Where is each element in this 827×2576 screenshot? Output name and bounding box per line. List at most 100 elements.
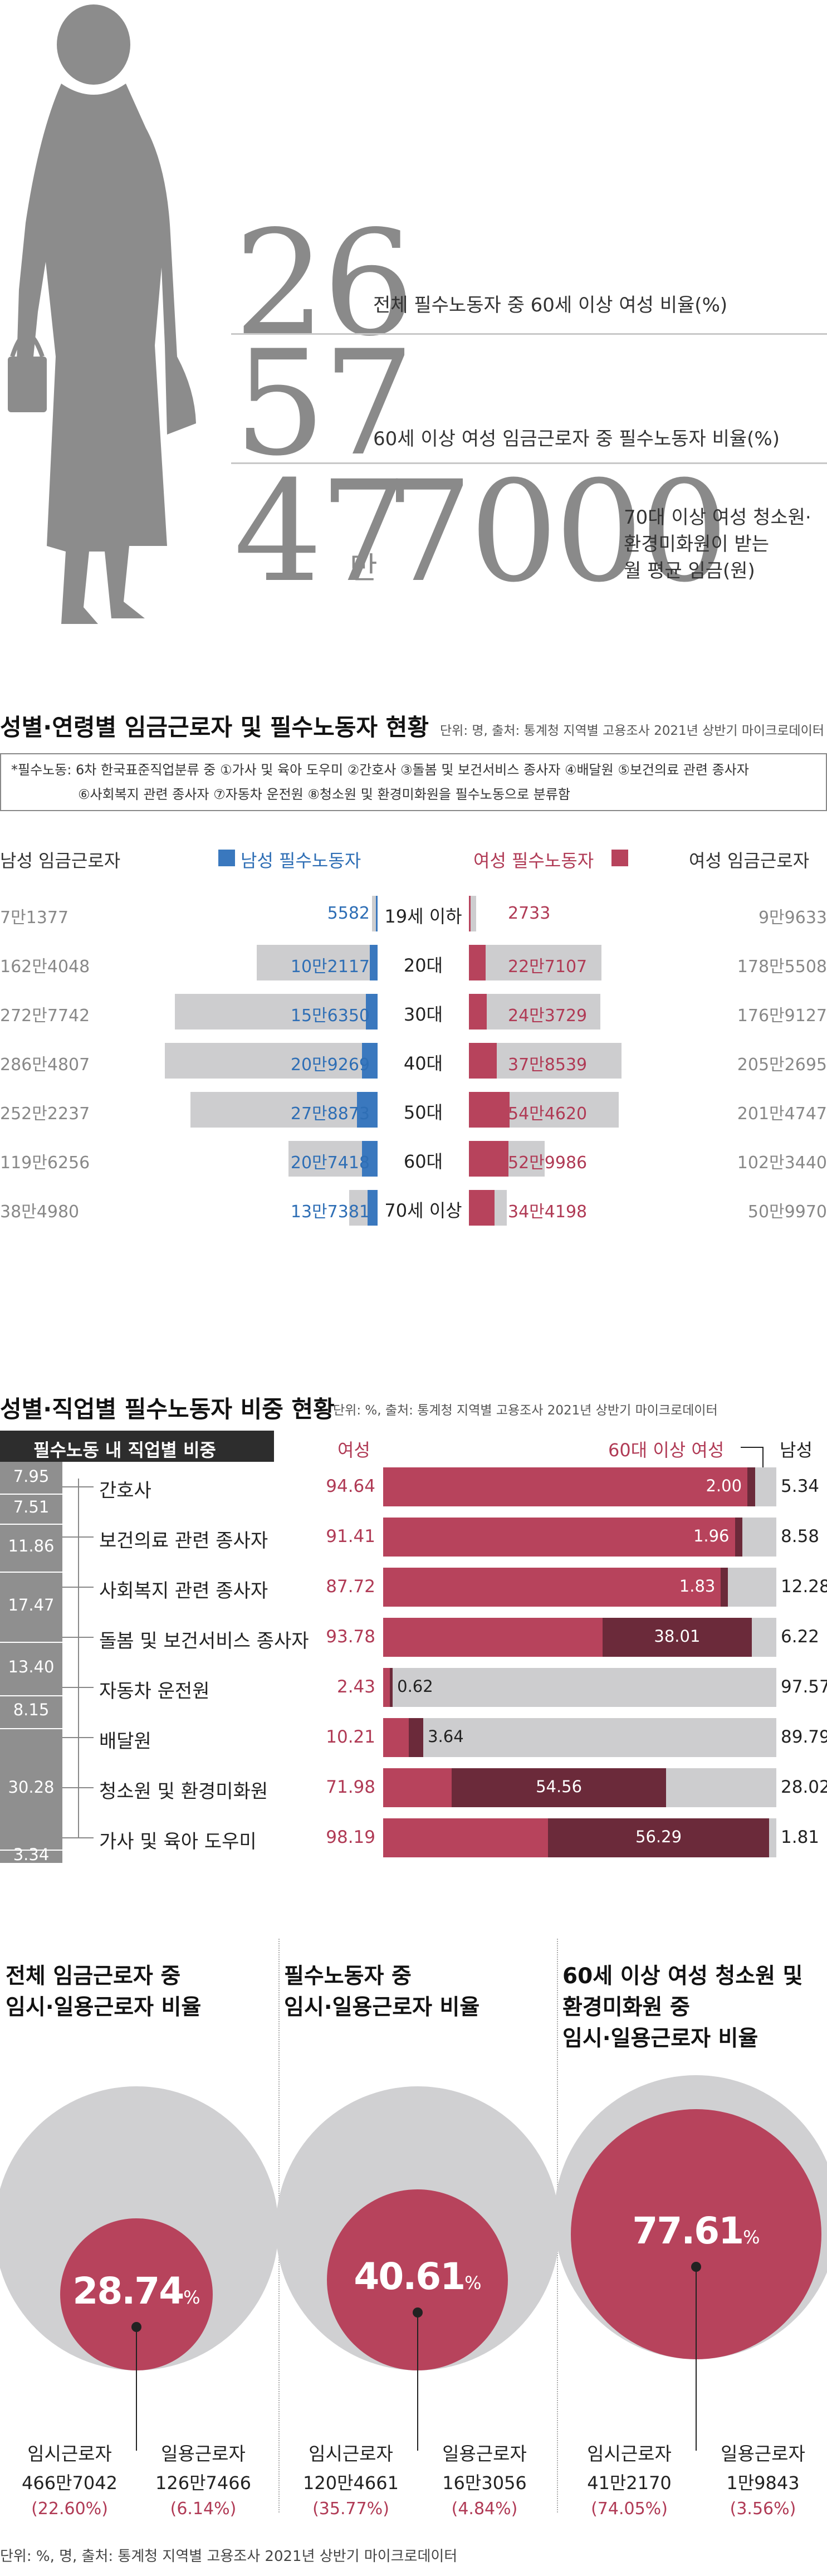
circle-percent-value: 28.74 (72, 2270, 184, 2313)
circle-title-line: 임시·일용근로자 비율 (562, 2026, 759, 2051)
section1-title: 성별·연령별 임금근로자 및 필수노동자 현황 (0, 714, 429, 741)
male-wage-label: 7만1377 (0, 908, 69, 928)
stat-description-line: 70대 이상 여성 청소원· (624, 506, 811, 529)
occupation-label: 자동차 운전원 (99, 1680, 210, 1702)
bar-male-essential (376, 896, 378, 931)
bar-female-essential (469, 994, 487, 1030)
occupation-label: 보건의료 관련 종사자 (99, 1530, 268, 1552)
female-essential-label: 22만7107 (508, 957, 588, 977)
male-essential-label: 20만7418 (290, 1153, 370, 1173)
male-essential-label: 5582 (327, 904, 370, 923)
col-female: 여성 (337, 1440, 370, 1461)
part-percent: (22.60%) (31, 2499, 108, 2519)
share-value: 11.86 (8, 1536, 55, 1556)
occupation-label: 청소원 및 환경미화원 (99, 1780, 268, 1803)
bar-male-wage (257, 945, 378, 980)
col-female60: 60대 이상 여성 (608, 1440, 725, 1461)
pointer-line (136, 2327, 137, 2451)
male-label: 5.34 (781, 1476, 820, 1496)
male-wage-label: 272만7742 (0, 1006, 90, 1026)
female-wage-label: 50만9970 (747, 1202, 827, 1222)
age-label: 40대 (403, 1053, 443, 1074)
part-count: 120만4661 (303, 2472, 399, 2494)
bar-female60 (721, 1568, 728, 1607)
bar-female-essential (469, 896, 471, 931)
stat-number-a: 47 (234, 451, 408, 613)
age-label: 50대 (403, 1102, 443, 1123)
male-label: 1.81 (781, 1827, 820, 1847)
pointer-line (417, 2312, 418, 2451)
part-label: 일용근로자 (442, 2443, 527, 2465)
part-percent: (35.77%) (312, 2499, 389, 2519)
occupation-label: 배달원 (99, 1730, 151, 1753)
share-header (0, 1431, 274, 1462)
circle-percent-value: 77.61 (632, 2209, 744, 2253)
female-essential-label: 34만4198 (508, 1202, 588, 1222)
section1-unit: 단위: 명, 출처: 통계청 지역별 고용조사 2021년 상반기 마이크로데이… (440, 724, 824, 738)
share-value: 13.40 (8, 1657, 55, 1676)
circle-percent: 77.61% (571, 2209, 821, 2252)
female-label: 91.41 (326, 1526, 375, 1546)
percent-sign: % (183, 2287, 200, 2309)
male-wage-label: 38만4980 (0, 1202, 80, 1222)
stat-number: 26 (234, 200, 415, 368)
female-wage-label: 205만2695 (737, 1055, 827, 1075)
occupation-label: 간호사 (99, 1480, 151, 1502)
part-count: 1만9843 (726, 2472, 800, 2494)
female-label: 2.43 (336, 1677, 375, 1697)
bar-female-essential (469, 1190, 495, 1226)
share-value: 7.95 (13, 1466, 50, 1486)
part-label: 임시근로자 (27, 2443, 112, 2465)
male-label: 28.02 (781, 1777, 827, 1797)
section2-unit: 단위: %, 출처: 통계청 지역별 고용조사 2021년 상반기 마이크로데이… (333, 1403, 718, 1418)
age-label: 20대 (403, 955, 443, 976)
bar-female (383, 1568, 728, 1607)
bar-female-wage (469, 945, 602, 980)
bar-male-wage (165, 1043, 378, 1079)
legend-male-swatch (218, 850, 235, 866)
part-percent: (4.84%) (451, 2499, 518, 2519)
part-percent: (74.05%) (591, 2499, 668, 2519)
male-essential-label: 27만8873 (290, 1104, 370, 1124)
divider (231, 333, 827, 335)
bar-female60 (390, 1668, 393, 1707)
elderly-woman-silhouette (8, 4, 196, 624)
footer-source: 단위: %, 명, 출처: 통계청 지역별 고용조사 2021년 상반기 마이크… (0, 2548, 458, 2565)
connector-spine (78, 1479, 79, 1837)
bar-male-essential (362, 1141, 378, 1177)
female-label: 93.78 (326, 1627, 375, 1647)
share-value: 8.15 (13, 1700, 50, 1720)
stat-description: 전체 필수노동자 중 60세 이상 여성 비율(%) (373, 294, 728, 316)
row-grey (383, 1668, 776, 1707)
bar-female-essential (469, 1141, 508, 1177)
circle-percent: 40.61% (327, 2255, 508, 2298)
male-wage-label: 162만4048 (0, 957, 90, 977)
circle-title-line: 60세 이상 여성 청소원 및 (562, 1964, 803, 1989)
stat-description-line: 월 평균 임금(원) (624, 560, 755, 582)
part-count: 16만3056 (442, 2472, 527, 2494)
share-value: 3.34 (13, 1845, 50, 1864)
male-wage-label: 286만4807 (0, 1055, 90, 1075)
col-male: 남성 (780, 1440, 813, 1461)
male-label: 12.28 (781, 1577, 827, 1597)
female-wage-label: 9만9633 (758, 908, 827, 928)
bar-male-wage (175, 994, 378, 1030)
share-sep (0, 1641, 62, 1643)
header-male-ess: 남성 필수노동자 (241, 850, 361, 871)
stat-description: 60세 이상 여성 임금근로자 중 필수노동자 비율(%) (373, 428, 780, 450)
male-essential-label: 15만6350 (290, 1006, 370, 1026)
female-label: 94.64 (326, 1476, 375, 1496)
male-essential-label: 13만7381 (290, 1202, 370, 1222)
male-essential-label: 10만2117 (290, 957, 370, 977)
share-sep (0, 1849, 62, 1851)
female-essential-label: 37만8539 (508, 1055, 588, 1075)
female-label: 98.19 (326, 1827, 375, 1847)
circle-title-line: 필수노동자 중 (284, 1964, 412, 1989)
male-wage-label: 252만2237 (0, 1104, 90, 1124)
part-percent: (6.14%) (170, 2499, 237, 2519)
male-label: 6.22 (781, 1627, 820, 1647)
bar-female60 (409, 1718, 424, 1757)
share-sep (0, 1695, 62, 1697)
legend-female-swatch (611, 850, 628, 866)
circle-percent-value: 40.61 (354, 2255, 466, 2299)
